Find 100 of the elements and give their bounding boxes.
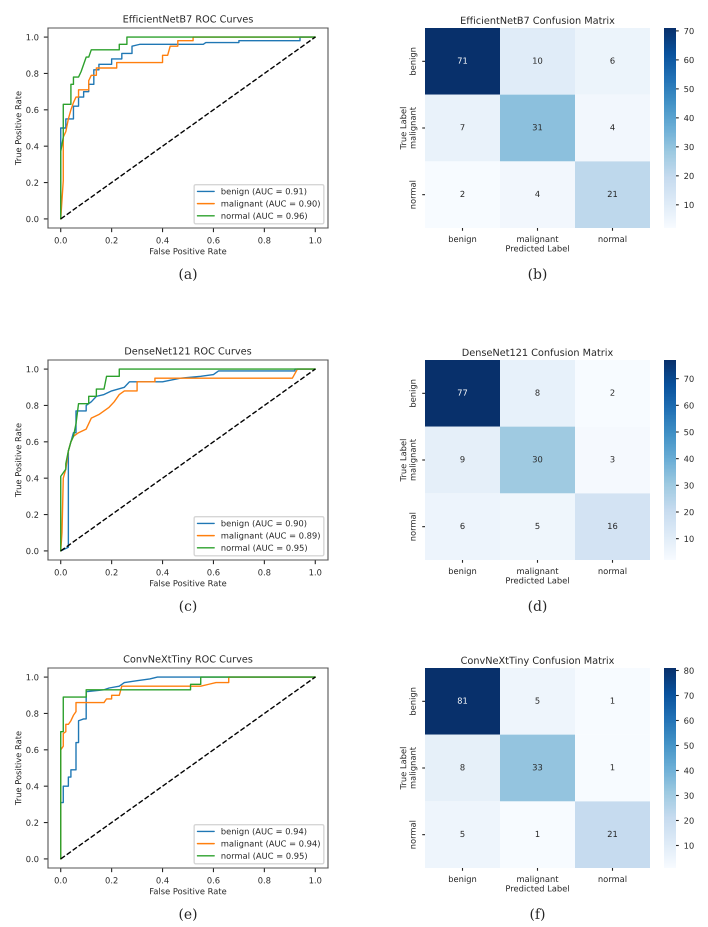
x-axis-title: False Positive Rate xyxy=(150,888,226,894)
chart-title: ConvNeXtTiny ROC Curves xyxy=(124,655,252,664)
y-tick-label: 1.0 xyxy=(26,366,38,372)
data-label: 71 xyxy=(458,58,468,64)
y-axis-title: True Label xyxy=(400,107,406,150)
data-label: 2 xyxy=(460,190,464,197)
data-label: 5 xyxy=(535,522,540,530)
data-label: 77 xyxy=(458,390,468,396)
color-bar-label: 30 xyxy=(684,482,694,489)
data-label: 6 xyxy=(610,57,615,64)
x-axis-title: Predicted Label xyxy=(506,245,569,252)
color-bar-label: 30 xyxy=(684,144,694,150)
x-tick-label: 0.0 xyxy=(54,569,67,576)
x-tick-label: 0.0 xyxy=(54,877,67,884)
color-bar-label: 60 xyxy=(684,717,694,724)
color-bar-label: 20 xyxy=(684,172,694,180)
data-label: 6 xyxy=(460,522,465,530)
data-label: 10 xyxy=(533,57,542,64)
color-bar-label: 50 xyxy=(684,86,694,92)
legend-label: malignant (AUC = 0.94) xyxy=(222,840,320,848)
y-tick-label: 0.4 xyxy=(26,143,39,150)
y-tick-label: 0.0 xyxy=(26,856,38,862)
legend-label: normal (AUC = 0.96) xyxy=(222,212,307,220)
legend-label: benign (AUC = 0.91) xyxy=(222,188,306,196)
color-bar-label: 50 xyxy=(684,742,694,749)
data-label: 8 xyxy=(460,764,465,770)
y-axis-title: True Label xyxy=(400,439,406,482)
y-tick-label: benign xyxy=(409,688,418,715)
y-tick-label: 1.0 xyxy=(26,674,38,680)
data-label: 7 xyxy=(460,124,464,130)
color-bar-label: 70 xyxy=(684,692,694,699)
x-tick-label: 0.8 xyxy=(258,569,270,576)
color-bar-label: 40 xyxy=(684,114,694,122)
y-tick-label: 0.2 xyxy=(26,820,38,826)
text: (f) xyxy=(530,908,544,921)
y-tick-label: malignant xyxy=(409,439,418,480)
x-tick-label: malignant xyxy=(517,876,558,884)
data-label: 8 xyxy=(535,389,540,396)
y-tick-label: 0.8 xyxy=(26,402,38,409)
color-bar-label: 30 xyxy=(684,792,694,799)
x-tick-label: 1.0 xyxy=(310,237,322,244)
x-tick-label: 0.8 xyxy=(258,877,270,884)
color-bar-label: 50 xyxy=(684,428,694,436)
color-bar-label: 60 xyxy=(684,56,694,64)
x-axis-title: False Positive Rate xyxy=(150,580,226,586)
y-tick-label: 0.0 xyxy=(26,216,38,222)
data-label: 21 xyxy=(608,830,618,837)
x-tick-label: malignant xyxy=(517,236,558,244)
x-tick-label: malignant xyxy=(517,568,558,576)
text: (c) xyxy=(180,600,196,613)
data-label: 30 xyxy=(532,456,542,462)
color-bar-label: 10 xyxy=(684,842,694,849)
color-bar-label: 60 xyxy=(684,402,694,409)
text: (d) xyxy=(528,600,546,613)
text: (a) xyxy=(180,268,196,281)
x-tick-label: 0.2 xyxy=(106,569,118,576)
y-axis-title: True Positive Rate xyxy=(14,91,22,166)
data-label: 1 xyxy=(610,698,614,704)
x-tick-label: 0.0 xyxy=(54,237,67,244)
x-tick-label: 0.6 xyxy=(207,877,220,884)
data-label: 81 xyxy=(458,697,468,704)
x-tick-label: 0.6 xyxy=(207,569,220,576)
color-bar-label: 20 xyxy=(684,508,694,516)
y-tick-label: 0.6 xyxy=(26,106,38,114)
data-label: 5 xyxy=(460,830,464,838)
data-label: 4 xyxy=(610,124,615,130)
y-tick-label: normal xyxy=(409,820,416,849)
legend-label: malignant (AUC = 0.90) xyxy=(222,200,320,208)
x-tick-label: 0.4 xyxy=(156,877,169,884)
y-tick-label: 0.4 xyxy=(26,783,39,790)
data-label: 21 xyxy=(608,190,618,197)
chart-title: DenseNet121 ROC Curves xyxy=(125,347,252,355)
y-axis-title: True Positive Rate xyxy=(14,731,22,806)
x-tick-label: normal xyxy=(598,876,626,882)
x-tick-label: 0.6 xyxy=(207,237,220,244)
y-tick-label: 0.2 xyxy=(26,512,38,518)
x-axis-title: False Positive Rate xyxy=(150,248,226,254)
chart-title: ConvNeXtTiny Confusion Matrix xyxy=(461,656,614,666)
y-tick-label: 0.8 xyxy=(26,710,38,717)
text: (b) xyxy=(528,268,546,281)
color-bar-label: 20 xyxy=(684,817,694,824)
x-tick-label: 0.4 xyxy=(156,569,169,576)
chart-title: EfficientNetB7 ROC Curves xyxy=(124,15,253,23)
x-tick-label: 0.2 xyxy=(106,237,118,244)
data-label: 31 xyxy=(532,124,542,130)
legend-label: malignant (AUC = 0.89) xyxy=(222,532,320,540)
x-tick-label: benign xyxy=(448,236,476,244)
y-tick-label: 0.0 xyxy=(26,548,38,554)
y-axis-title: True Positive Rate xyxy=(14,423,22,498)
color-bar-label: 40 xyxy=(684,767,694,774)
legend-label: benign (AUC = 0.90) xyxy=(222,520,306,528)
y-tick-label: 0.6 xyxy=(26,746,38,754)
x-tick-label: benign xyxy=(448,876,476,884)
data-label: 4 xyxy=(535,190,540,197)
data-label: 2 xyxy=(610,389,614,396)
color-bar-label: 40 xyxy=(684,456,694,462)
color-bar-label: 80 xyxy=(684,667,694,674)
y-axis-title: True Label xyxy=(400,747,406,790)
x-tick-label: 0.2 xyxy=(106,877,118,884)
legend-label: normal (AUC = 0.95) xyxy=(222,544,307,552)
